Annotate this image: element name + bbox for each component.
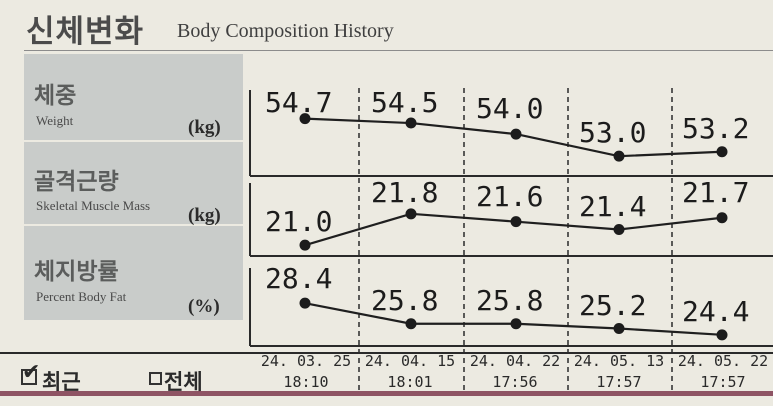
weight-value-label: 54.7 [265,86,333,119]
fat-label-panel [24,226,243,320]
fat-point [716,329,728,341]
fat-value-label: 24.4 [682,294,750,328]
measurement-date: 24. 05. 13 [573,352,665,370]
muscle-value-label: 21.6 [476,179,544,213]
recent-checkbox[interactable] [21,369,37,385]
muscle-label-en: Skeletal Muscle Mass [36,198,151,213]
page-title-korean: 신체변화 [26,14,145,50]
weight-value-label: 53.2 [682,111,750,145]
fat-point [299,297,311,309]
weight-value-label: 54.0 [476,92,544,126]
muscle-point [405,208,417,220]
muscle-value-label: 21.7 [682,176,750,209]
muscle-point [510,216,522,228]
weight-value-label: 54.5 [371,86,439,119]
fat-unit: (%) [188,296,220,317]
measurement-time: 17:56 [492,373,538,391]
weight-unit: (kg) [188,117,221,138]
footer-red-stripe [0,391,773,396]
muscle-value-label: 21.8 [371,176,439,209]
fat-value-label: 28.4 [265,262,333,295]
check-mark-icon: ✔ [22,360,41,385]
weight-point [510,128,522,140]
weight-value-label: 53.0 [579,116,647,150]
muscle-label-panel [24,142,243,224]
all-checkbox[interactable] [149,372,162,385]
weight-label-en: Weight [36,113,74,128]
fat-value-label: 25.8 [476,283,544,317]
fat-label-en: Percent Body Fat [36,289,127,304]
page-title-english: Body Composition History [177,20,394,42]
measurement-time: 17:57 [596,373,642,391]
fat-point [510,318,522,330]
weight-label-panel [24,54,243,140]
measurement-date: 24. 04. 15 [364,352,456,370]
measurement-time: 18:10 [283,373,329,391]
weight-point [405,117,417,129]
measurement-date: 24. 05. 22 [677,352,769,370]
measurement-time: 18:01 [387,373,433,391]
muscle-unit: (kg) [188,205,221,226]
measurement-time: 17:57 [700,373,746,391]
weight-point [716,146,728,158]
muscle-value-label: 21.0 [265,205,333,239]
weight-label-ko: 체중 [34,83,77,109]
fat-value-label: 25.8 [371,283,439,317]
muscle-label-ko: 골격근량 [34,169,119,195]
fat-value-label: 25.2 [579,288,647,322]
tab-all[interactable]: 전체 [164,370,203,394]
tab-recent[interactable]: 최근 [42,370,81,394]
fat-label-ko: 체지방률 [34,259,119,285]
muscle-value-label: 21.4 [579,189,647,223]
fat-point [405,318,417,330]
muscle-point [613,224,625,235]
weight-point [613,150,625,162]
measurement-date: 24. 04. 22 [469,352,561,370]
title-divider [24,50,773,51]
measurement-date: 24. 03. 25 [260,352,352,370]
muscle-point [716,212,728,224]
muscle-point [299,239,311,251]
fat-point [613,323,625,334]
weight-point [299,113,311,125]
